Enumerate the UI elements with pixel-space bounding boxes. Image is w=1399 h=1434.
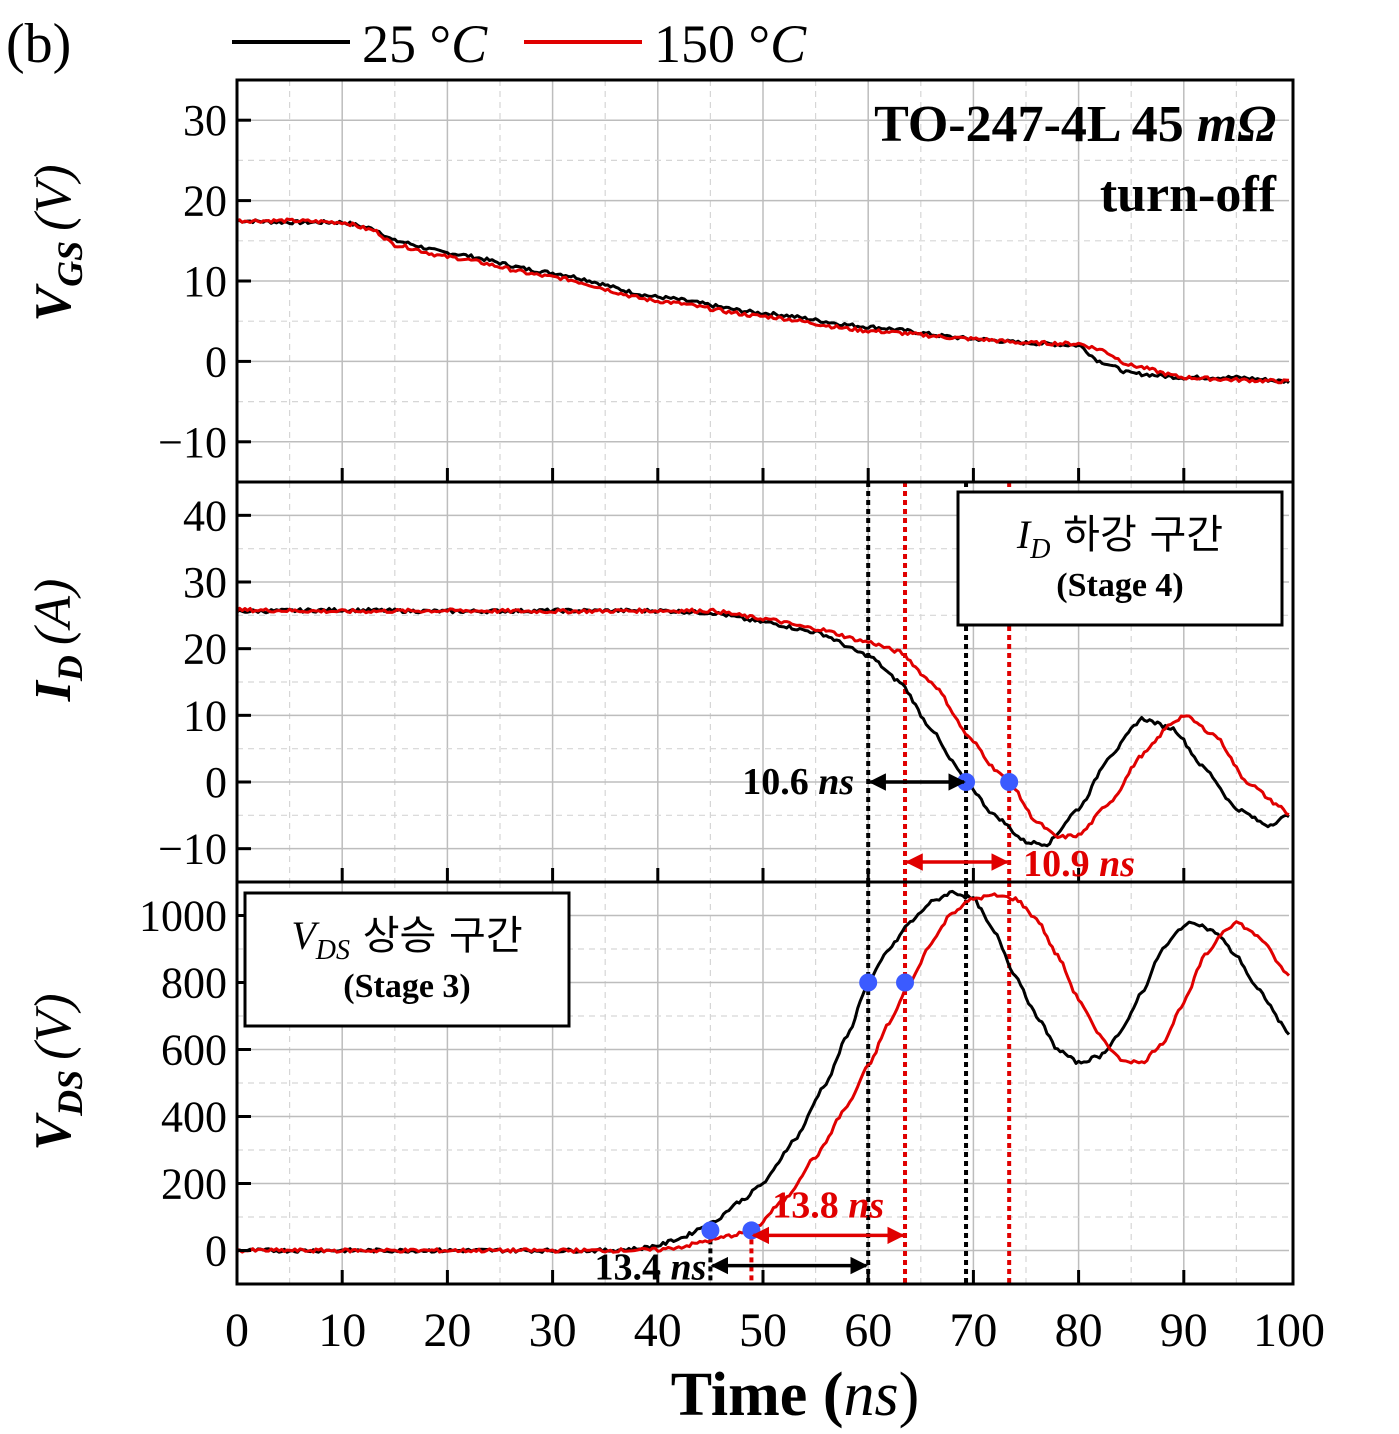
crossing-marker xyxy=(896,973,915,992)
vgs-ylabel: VGS(V) xyxy=(25,164,90,321)
id-annotation-title: ID 하강 구간 xyxy=(1016,512,1223,565)
x-tick-label: 90 xyxy=(1160,1304,1208,1357)
vds-panel: 0 200 400 600 800 1000 VDS(V) VDS 상승 구간 (Stag… xyxy=(25,880,1295,1286)
y-tick-label: 30 xyxy=(183,558,227,607)
vds-annotation-title: VDS 상승 구간 xyxy=(291,913,522,966)
y-tick-label: 200 xyxy=(161,1160,227,1209)
vds-vlines xyxy=(708,882,1012,1284)
x-tick-label: 0 xyxy=(225,1304,249,1357)
legend-label-150c: 150 °C xyxy=(654,14,807,74)
vds-annotation-stage: (Stage 3) xyxy=(343,968,470,1005)
vgs-series xyxy=(237,217,1290,385)
y-tick-label: 0 xyxy=(205,337,227,386)
y-tick-label: 400 xyxy=(161,1093,227,1142)
id-ylabel: ID(A) xyxy=(25,579,90,703)
x-tick-label: 70 xyxy=(949,1304,997,1357)
id-annotation-stage: (Stage 4) xyxy=(1056,567,1183,604)
y-tick-label: 0 xyxy=(205,758,227,807)
id-panel: −10 0 10 20 30 40 ID(A) ID 하강 구간 (Stage 4) xyxy=(25,480,1295,884)
crossing-marker xyxy=(1000,773,1019,791)
id-ticks: −10 0 10 20 30 40 xyxy=(158,491,1186,882)
vds-series xyxy=(237,889,1291,1254)
x-tick-label: 100 xyxy=(1253,1304,1325,1357)
interval-label: 13.8 ns xyxy=(772,1184,884,1226)
panel-label: (b) xyxy=(6,13,71,75)
y-tick-label: 40 xyxy=(183,491,227,540)
x-tick-label: 10 xyxy=(318,1304,366,1357)
id-annotation-box xyxy=(956,490,1284,627)
interval-label: 13.4 ns xyxy=(594,1247,706,1289)
vgs-ticks: −10 0 10 20 30 xyxy=(158,96,1186,482)
x-tick-label: 50 xyxy=(739,1304,787,1357)
y-tick-label: 20 xyxy=(183,625,227,674)
vgs-grid xyxy=(237,80,1289,482)
y-tick-label: 10 xyxy=(183,691,227,740)
y-tick-label: 1000 xyxy=(139,892,227,941)
series-line-150c xyxy=(237,217,1290,385)
x-axis-label: Time (ns) xyxy=(671,1361,920,1429)
y-tick-label: −10 xyxy=(158,825,227,874)
vgs-panel: −10 0 10 20 30 VGS(V) TO-247-4L 45 mΩ turn-o… xyxy=(25,78,1295,484)
device-title: TO-247-4L 45 mΩ xyxy=(874,96,1276,153)
legend: 25 °C 150 °C xyxy=(232,14,807,74)
id-series xyxy=(237,606,1290,848)
x-tick-label: 80 xyxy=(1055,1304,1103,1357)
x-tick-labels: 0 10 20 30 40 50 60 70 80 90 100 xyxy=(225,1304,1325,1357)
y-tick-label: 30 xyxy=(183,96,227,145)
x-tick-label: 60 xyxy=(844,1304,892,1357)
vds-annotation-box xyxy=(243,891,571,1028)
y-tick-label: 20 xyxy=(183,177,227,226)
timing-annotations: 10.6 ns 10.9 ns 13.8 ns 13.4 ns xyxy=(594,761,1135,1289)
interval-label: 10.9 ns xyxy=(1023,843,1135,885)
x-tick-label: 40 xyxy=(634,1304,682,1357)
series-line-150c xyxy=(237,606,1290,840)
series-line-150c xyxy=(237,892,1291,1254)
interval-label: 10.6 ns xyxy=(742,761,854,803)
legend-label-25c: 25 °C xyxy=(362,14,488,74)
y-tick-label: 800 xyxy=(161,959,227,1008)
series-line-25c xyxy=(237,218,1290,385)
crossing-marker xyxy=(701,1221,720,1240)
vds-frame xyxy=(235,880,1295,1286)
y-tick-label: −10 xyxy=(158,418,227,467)
y-tick-label: 600 xyxy=(161,1026,227,1075)
x-tick-label: 30 xyxy=(529,1304,577,1357)
vds-ylabel: VDS(V) xyxy=(25,993,90,1150)
crossing-marker xyxy=(859,973,878,992)
y-tick-label: 0 xyxy=(205,1227,227,1276)
x-tick-label: 20 xyxy=(423,1304,471,1357)
vds-ticks: 0 200 400 600 800 1000 xyxy=(139,892,1186,1284)
y-tick-label: 10 xyxy=(183,257,227,306)
device-subtitle: turn-off xyxy=(1100,166,1277,223)
